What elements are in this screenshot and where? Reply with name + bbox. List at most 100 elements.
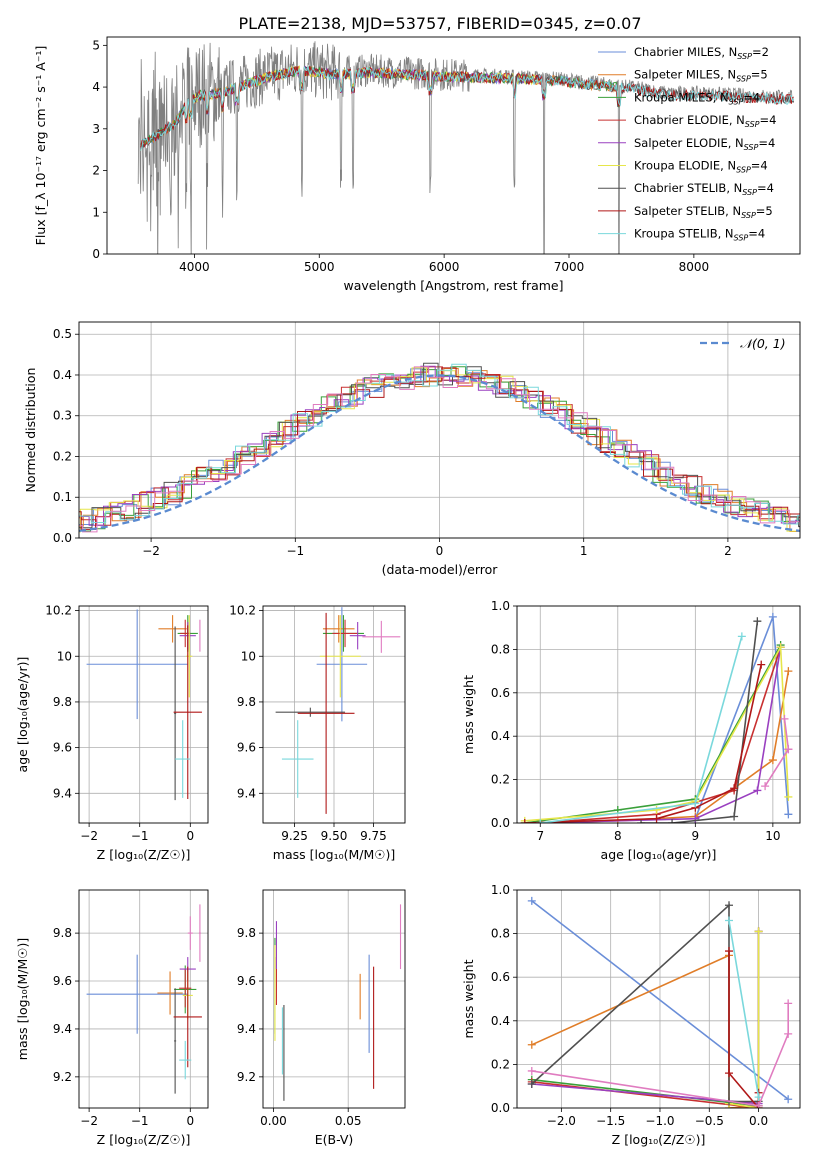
legend-label-main: Salpeter ELODIE, N: [634, 136, 744, 150]
errorbar-point-salpeter-stelib: [297, 612, 355, 814]
legend-label: Chabrier STELIB, NSSP=4: [634, 181, 774, 197]
y-tick-label: 0.8: [491, 642, 510, 656]
errorbar-point-chabrier-elodie: [180, 619, 191, 648]
errorbar-point-kroupa-elodie: [186, 615, 193, 698]
x-tick-label: 10: [765, 829, 780, 843]
errorbar-point-kroupa-stelib: [179, 1040, 192, 1080]
y-tick-label: 9.4: [237, 786, 256, 800]
errorbar-point-chabrier-stelib: [275, 707, 346, 717]
weight-line-salpeter-elodie: [540, 647, 782, 823]
weight-line-kroupa-elodie: [728, 931, 760, 1108]
y-tick-label: 0.3: [53, 409, 72, 423]
axes-frame: [262, 605, 406, 824]
weight-marker: [652, 805, 661, 814]
legend-label-tail: =4: [758, 136, 775, 150]
x-axis-label: wavelength [Angstrom, rest frame]: [343, 278, 563, 293]
y-tick-label: 9.6: [237, 974, 256, 988]
weight-marker: [725, 916, 734, 925]
y-tick-label: 9.2: [237, 1070, 256, 1084]
weight-line-salpeter-stelib: [728, 951, 760, 1108]
weight-marker: [776, 643, 785, 652]
weight-marker: [784, 745, 793, 754]
axes-frame: [262, 889, 406, 1109]
axes-weight_vs_age: 7 8 9 10 0.0 0.2 0.4 0.6 0.8 1.0 age [log₁₀(age/yr…: [461, 599, 801, 862]
x-tick-label: −1: [131, 1114, 149, 1128]
x-tick-label: 0: [186, 829, 194, 843]
axes-spectrum: 4000 5000 6000 7000 8000 0 1 2 3 4 5 wavelength [An…: [33, 36, 801, 293]
legend-label-main: Chabrier STELIB, N: [634, 181, 742, 195]
plot-area: [520, 612, 793, 823]
x-tick-label: −1.5: [596, 1114, 625, 1128]
histogram-pink: [79, 366, 800, 533]
y-tick-label: 1.0: [491, 599, 510, 613]
legend-label-tail: =5: [756, 204, 773, 218]
errorbar-point-chabrier-elodie: [179, 969, 192, 1008]
plot-area: [527, 896, 793, 1108]
weight-marker: [725, 901, 734, 910]
weight-marker: [737, 632, 746, 641]
legend-label-tail: =5: [751, 68, 768, 82]
weight-marker: [768, 612, 777, 621]
axes-frame: [78, 321, 801, 539]
errorbar-point-salpeter-elodie: [349, 621, 366, 650]
x-tick-label: 2: [724, 544, 732, 558]
x-axis-label: mass [log₁₀(M/M☉)]: [273, 847, 395, 862]
weight-marker: [784, 810, 793, 819]
legend-label-main: Kroupa ELODIE, N: [634, 159, 736, 173]
weight-marker: [757, 660, 766, 669]
x-tick-label: 0: [186, 1114, 194, 1128]
legend-label: Kroupa ELODIE, NSSP=4: [634, 159, 768, 175]
y-tick-label: 4: [92, 80, 100, 94]
axes-frame: [516, 605, 801, 824]
x-axis-label: age [log₁₀(age/yr)]: [601, 847, 717, 862]
legend-label: Kroupa MILES, NSSP=4: [634, 90, 760, 106]
legend-label: 𝒩(0, 1): [740, 336, 786, 351]
y-tick-label: 0.8: [491, 927, 510, 941]
legend-label-main: Chabrier MILES, N: [634, 45, 737, 59]
weight-marker: [784, 1095, 793, 1104]
errorbar-point-salpeter-stelib: [173, 966, 202, 1068]
weight-marker: [768, 756, 777, 765]
y-tick-label: 0.6: [491, 970, 510, 984]
y-tick-label: 0.4: [491, 1014, 510, 1028]
legend-label-sub: SSP: [737, 52, 752, 61]
legend-label-sub: SSP: [745, 120, 760, 129]
errorbar-point-salpeter-miles: [158, 615, 187, 643]
weight-marker: [754, 1093, 763, 1102]
histogram-salpeter-miles: [79, 368, 800, 532]
y-tick-label: 0.4: [53, 368, 72, 382]
y-tick-label: 10.2: [229, 604, 256, 618]
x-tick-label: 4000: [179, 260, 210, 274]
x-axis-label: Z [log₁₀(Z/Z☉)]: [97, 1132, 191, 1147]
errorbar-point-chabrier-miles: [86, 954, 188, 1034]
histogram-kroupa-stelib: [79, 363, 800, 525]
y-axis-label: age [log₁₀(age/yr)]: [15, 657, 30, 773]
legend-label: Salpeter MILES, NSSP=5: [634, 68, 768, 84]
y-tick-label: 0.0: [491, 1101, 510, 1115]
x-tick-label: −2: [80, 1114, 98, 1128]
weight-line-kroupa-stelib: [540, 636, 743, 823]
y-tick-label: 9.6: [53, 741, 72, 755]
legend-label-main: Salpeter MILES, N: [634, 68, 736, 82]
weight-marker: [754, 1101, 763, 1108]
weight-marker: [753, 786, 762, 795]
x-tick-label: 5000: [304, 260, 335, 274]
y-tick-label: 0.0: [53, 531, 72, 545]
plot-area: [275, 607, 401, 814]
y-tick-label: 3: [92, 122, 100, 136]
errorbar-point-salpeter-miles: [157, 971, 183, 1015]
y-tick-label: 9.8: [237, 695, 256, 709]
legend-label-main: Salpeter STELIB, N: [634, 204, 741, 218]
weight-marker: [730, 784, 739, 793]
weight-marker: [784, 792, 793, 801]
normal-curve: [79, 374, 800, 533]
x-tick-label: 0.00: [260, 1114, 287, 1128]
weight-line-chabrier-stelib: [531, 903, 759, 1103]
y-tick-label: 0.5: [53, 327, 72, 341]
x-tick-label: −2: [80, 829, 98, 843]
weight-line-chabrier-stelib: [641, 621, 759, 823]
legend-label-sub: SSP: [741, 211, 756, 220]
x-tick-label: 9: [692, 829, 700, 843]
y-tick-label: 0.2: [491, 1057, 510, 1071]
